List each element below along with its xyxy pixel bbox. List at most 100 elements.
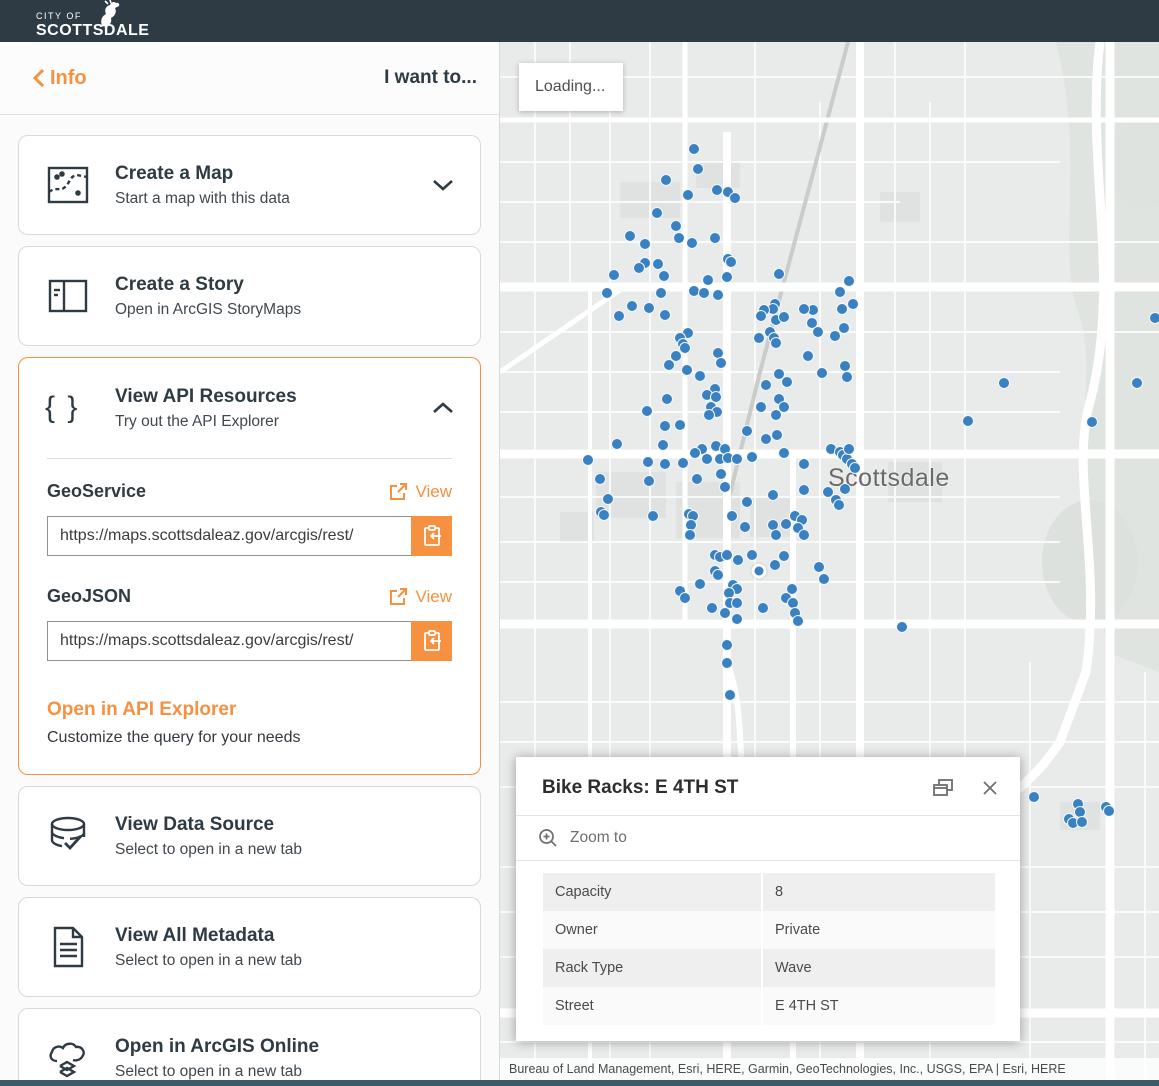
map-point[interactable] [771, 429, 783, 441]
map-point[interactable] [689, 447, 701, 459]
map-point[interactable] [741, 496, 753, 508]
map-point[interactable] [663, 359, 675, 371]
map-point[interactable] [624, 230, 636, 242]
map-point[interactable] [798, 458, 810, 470]
map-point[interactable] [706, 602, 718, 614]
map-point[interactable] [643, 302, 655, 314]
map-point[interactable] [1149, 312, 1159, 324]
map-point[interactable] [639, 238, 651, 250]
map-point[interactable] [1103, 805, 1115, 817]
close-popup-icon[interactable] [982, 780, 998, 796]
map-point[interactable] [726, 510, 738, 522]
map-point[interactable] [725, 256, 737, 268]
map-point[interactable] [1131, 377, 1143, 389]
card-view-data-source[interactable]: View Data Source Select to open in a new… [18, 786, 481, 886]
map-point[interactable] [741, 425, 753, 437]
map-point[interactable] [780, 518, 792, 530]
map-point[interactable] [729, 192, 741, 204]
map-point[interactable] [598, 509, 610, 521]
geoservice-url-input[interactable] [47, 516, 411, 556]
map-point[interactable] [792, 615, 804, 627]
map-point[interactable] [849, 462, 861, 474]
map-point[interactable] [770, 337, 782, 349]
open-in-api-explorer-link[interactable]: Open in API Explorer [47, 699, 237, 720]
map-point[interactable] [781, 376, 793, 388]
i-want-to-menu[interactable]: I want to... [384, 67, 477, 88]
map-point[interactable] [757, 602, 769, 614]
map-point[interactable] [731, 453, 743, 465]
map-point[interactable] [739, 521, 751, 533]
map-point[interactable] [816, 367, 828, 379]
map-point[interactable] [652, 258, 664, 270]
map-point[interactable] [698, 287, 710, 299]
map-point[interactable] [732, 554, 744, 566]
geoservice-copy-button[interactable] [411, 516, 452, 556]
map-point[interactable] [643, 475, 655, 487]
map-point[interactable] [613, 310, 625, 322]
map-point[interactable] [755, 310, 767, 322]
map-canvas[interactable]: Loading... Scottsdale Bike Racks: E 4TH … [500, 42, 1159, 1080]
map-point[interactable] [833, 499, 845, 511]
map-point[interactable] [660, 174, 672, 186]
dock-popup-icon[interactable] [932, 778, 954, 798]
map-point[interactable] [798, 484, 810, 496]
map-point[interactable] [746, 549, 758, 561]
map-point[interactable] [715, 357, 727, 369]
map-point[interactable] [962, 415, 974, 427]
geoservice-view-link[interactable]: View [389, 482, 452, 502]
map-point[interactable] [594, 473, 606, 485]
map-point[interactable] [753, 332, 765, 344]
card-open-in-arcgis-online[interactable]: Open in ArcGIS Online Select to open in … [18, 1008, 481, 1080]
map-point[interactable] [651, 207, 663, 219]
map-point[interactable] [834, 286, 846, 298]
map-point[interactable] [659, 458, 671, 470]
map-point[interactable] [657, 439, 669, 451]
map-point[interactable] [641, 405, 653, 417]
map-point[interactable] [682, 189, 694, 201]
card-create-a-map[interactable]: Create a Map Start a map with this data [18, 135, 481, 235]
map-point[interactable] [843, 443, 855, 455]
map-point[interactable] [843, 275, 855, 287]
map-point[interactable] [841, 371, 853, 383]
map-point[interactable] [1086, 416, 1098, 428]
map-point[interactable] [673, 232, 685, 244]
map-point[interactable] [659, 309, 671, 321]
map-point[interactable] [847, 298, 859, 310]
map-point[interactable] [778, 311, 790, 323]
map-point[interactable] [691, 473, 703, 485]
map-point[interactable] [601, 287, 613, 299]
map-point[interactable] [778, 550, 790, 562]
back-to-info-link[interactable]: Info [32, 67, 87, 90]
map-point[interactable] [767, 489, 779, 501]
card-create-a-story[interactable]: Create a Story Open in ArcGIS StoryMaps [18, 246, 481, 346]
map-point[interactable] [681, 364, 693, 376]
zoom-to-action[interactable]: Zoom to [516, 816, 1020, 860]
map-point[interactable] [798, 303, 810, 315]
map-point[interactable] [701, 453, 713, 465]
map-point[interactable] [694, 578, 706, 590]
map-point[interactable] [670, 350, 682, 362]
chevron-up-icon[interactable] [432, 401, 454, 415]
map-point[interactable] [686, 237, 698, 249]
map-point[interactable] [710, 391, 722, 403]
map-point[interactable] [670, 220, 682, 232]
map-point[interactable] [688, 143, 700, 155]
map-point[interactable] [896, 621, 908, 633]
map-point[interactable] [721, 549, 733, 561]
map-point[interactable] [702, 274, 714, 286]
card-view-all-metadata[interactable]: View All Metadata Select to open in a ne… [18, 897, 481, 997]
geojson-copy-button[interactable] [411, 621, 452, 661]
map-point[interactable] [1076, 816, 1088, 828]
map-point[interactable] [611, 438, 623, 450]
map-point[interactable] [838, 322, 850, 334]
map-point[interactable] [692, 163, 704, 175]
map-point[interactable] [778, 447, 790, 459]
map-point[interactable] [684, 529, 696, 541]
map-point[interactable] [778, 401, 790, 413]
map-point[interactable] [679, 592, 691, 604]
map-point[interactable] [773, 268, 785, 280]
map-point[interactable] [836, 303, 848, 315]
map-point[interactable] [721, 657, 733, 669]
map-point[interactable] [626, 300, 638, 312]
map-point[interactable] [818, 573, 830, 585]
